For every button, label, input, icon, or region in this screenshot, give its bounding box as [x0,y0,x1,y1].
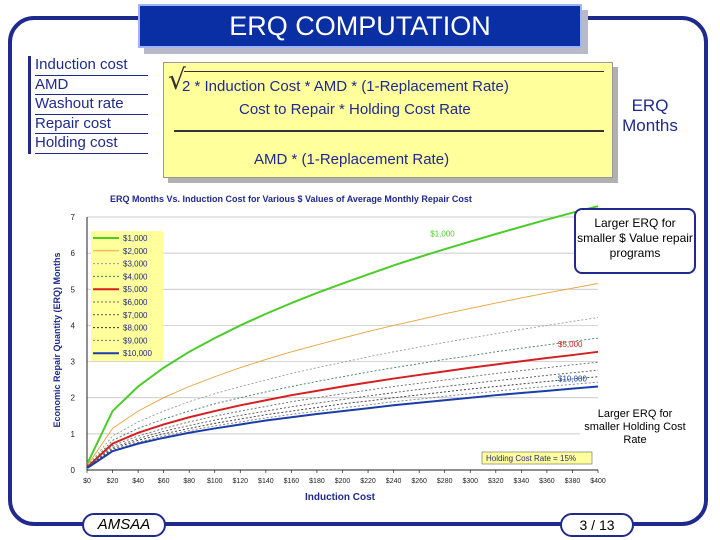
square-root-icon: √ [168,63,186,96]
input-item: Repair cost [35,115,148,134]
footer-logo: AMSAA [82,513,166,537]
page-number: 3 / 13 [560,513,634,537]
callout-repair-value: Larger ERQ for smaller $ Value repair pr… [574,208,696,274]
fraction-bar [174,130,604,132]
erq-formula: √ 2 * Induction Cost * AMD * (1-Replacem… [163,62,613,178]
formula-lower: AMD * (1-Replacement Rate) [254,151,450,168]
input-item: Holding cost [35,134,148,154]
erq-months-label: ERQ Months [622,96,678,135]
input-item: Washout rate [35,95,148,115]
slide-title: ERQ COMPUTATION [138,4,582,48]
input-item: AMD [35,76,148,95]
callout-holding-rate: Larger ERQ for smaller Holding Cost Rate [580,408,690,447]
chart-title: ERQ Months Vs. Induction Cost for Variou… [110,194,472,204]
formula-numerator: 2 * Induction Cost * AMD * (1-Replacemen… [182,78,509,95]
input-list: Induction cost AMD Washout rate Repair c… [28,56,148,154]
formula-denominator: Cost to Repair * Holding Cost Rate [239,101,471,118]
radical-bar [184,71,604,72]
input-item: Induction cost [35,56,148,76]
